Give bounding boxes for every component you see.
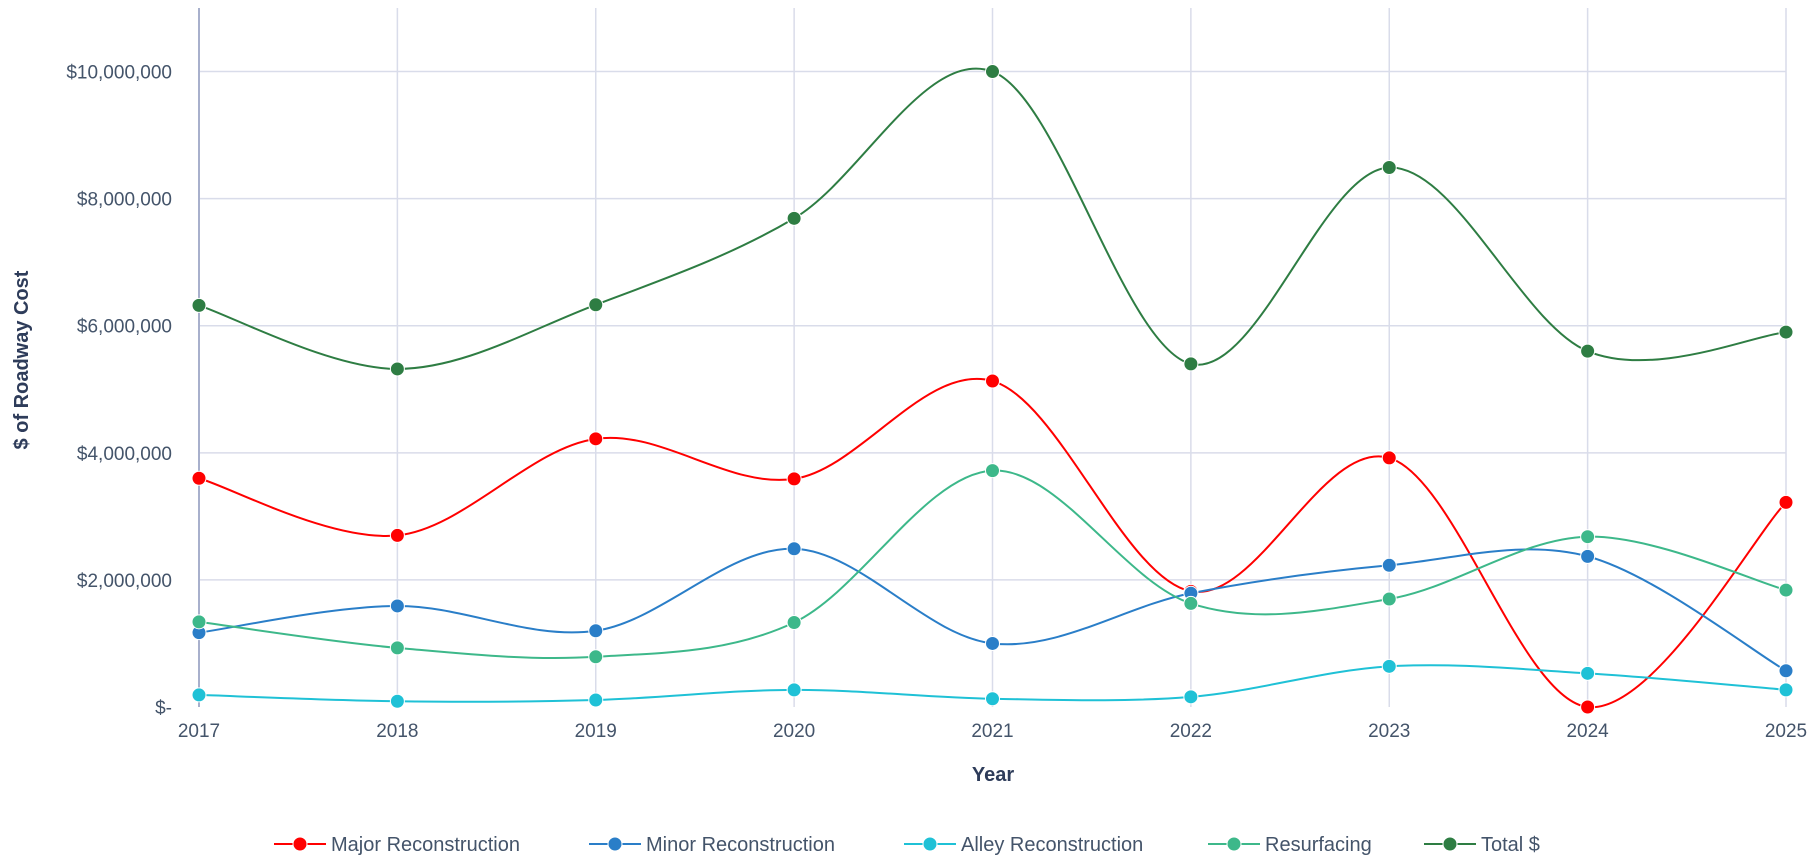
legend-item-total: Total $ [1424, 834, 1540, 855]
data-point-resurfacing [786, 614, 802, 630]
x-tick-label: 2018 [376, 721, 418, 742]
x-tick-label: 2017 [178, 721, 220, 742]
y-tick-labels: $- $2,000,000 $4,000,000 $6,000,000 $8,000,0… [66, 63, 172, 719]
data-point-alley-reconstruction [588, 692, 604, 708]
data-point-total [1778, 324, 1794, 340]
x-tick-labels: 2017 2018 2019 2020 2021 2022 2023 2024 2025 [178, 721, 1807, 742]
y-tick-label: $- [155, 698, 172, 719]
data-point-minor-reconstruction [1580, 548, 1596, 564]
data-point-resurfacing [1183, 595, 1199, 611]
legend-item-minor-reconstruction: Minor Reconstruction [589, 834, 835, 855]
data-point-total [1381, 159, 1397, 175]
y-tick-label: $8,000,000 [77, 190, 172, 211]
y-tick-label: $6,000,000 [77, 317, 172, 338]
data-point-total [985, 64, 1000, 80]
data-point-major-reconstruction [1381, 450, 1397, 466]
legend-swatch-marker [922, 836, 938, 852]
y-tick-label: $4,000,000 [77, 444, 172, 465]
legend-label: Resurfacing [1265, 834, 1372, 855]
x-tick-label: 2024 [1566, 721, 1609, 742]
data-point-minor-reconstruction [985, 635, 1000, 651]
data-point-resurfacing [588, 649, 604, 665]
y-axis-title: $ of Roadway Cost [11, 270, 33, 449]
legend-swatch-marker [292, 836, 308, 852]
data-point-alley-reconstruction [191, 687, 207, 703]
data-point-minor-reconstruction [786, 541, 802, 557]
x-tick-label: 2021 [971, 721, 1013, 742]
legend-item-major-reconstruction: Major Reconstruction [274, 834, 520, 855]
legend-swatch-marker [1226, 836, 1242, 852]
data-point-resurfacing [985, 463, 1000, 479]
legend-label: Alley Reconstruction [961, 834, 1143, 855]
legend-swatch-marker [1442, 836, 1458, 852]
data-point-resurfacing [191, 614, 207, 630]
data-point-major-reconstruction [786, 471, 802, 487]
legend-label: Major Reconstruction [331, 834, 520, 855]
data-point-total [588, 297, 604, 313]
data-point-total [1580, 343, 1596, 359]
x-tick-label: 2025 [1765, 721, 1807, 742]
data-point-resurfacing [1778, 582, 1794, 598]
data-point-alley-reconstruction [1778, 682, 1794, 698]
x-tick-label: 2022 [1170, 721, 1212, 742]
x-gridlines [396, 8, 1787, 707]
legend-item-alley-reconstruction: Alley Reconstruction [904, 834, 1143, 855]
data-point-alley-reconstruction [1183, 689, 1199, 705]
data-point-major-reconstruction [389, 527, 405, 543]
data-point-major-reconstruction [588, 431, 604, 447]
data-point-major-reconstruction [1580, 699, 1596, 715]
legend-label: Total $ [1481, 834, 1540, 855]
data-point-minor-reconstruction [389, 598, 405, 614]
series-line-total [198, 67, 1787, 370]
legend-item-resurfacing: Resurfacing [1208, 834, 1372, 855]
data-point-minor-reconstruction [588, 623, 604, 639]
legend-label: Minor Reconstruction [646, 834, 835, 855]
y-tick-label: $10,000,000 [66, 63, 172, 84]
y-tick-label: $2,000,000 [77, 571, 172, 592]
data-point-total [1183, 356, 1199, 372]
data-point-major-reconstruction [985, 373, 1000, 389]
series-points [191, 64, 1794, 715]
data-point-resurfacing [1381, 591, 1397, 607]
data-point-alley-reconstruction [985, 691, 1000, 707]
x-tick-label: 2020 [773, 721, 815, 742]
data-point-minor-reconstruction [1778, 663, 1794, 679]
data-point-resurfacing [389, 640, 405, 656]
data-point-minor-reconstruction [1381, 557, 1397, 573]
series-line-major-reconstruction [198, 377, 1787, 709]
data-point-alley-reconstruction [1580, 665, 1596, 681]
legend: Major Reconstruction Minor Reconstruction… [274, 834, 1540, 855]
data-point-total [786, 210, 802, 226]
data-point-total [191, 297, 207, 313]
data-point-alley-reconstruction [389, 693, 405, 709]
legend-swatch-marker [607, 836, 623, 852]
data-point-alley-reconstruction [1381, 658, 1397, 674]
data-point-major-reconstruction [1778, 494, 1794, 510]
data-point-resurfacing [1580, 529, 1596, 545]
data-point-total [389, 361, 405, 377]
x-axis-title: Year [972, 764, 1014, 786]
x-tick-label: 2023 [1368, 721, 1410, 742]
data-point-major-reconstruction [191, 470, 207, 486]
x-tick-label: 2019 [575, 721, 617, 742]
data-point-alley-reconstruction [786, 682, 802, 698]
